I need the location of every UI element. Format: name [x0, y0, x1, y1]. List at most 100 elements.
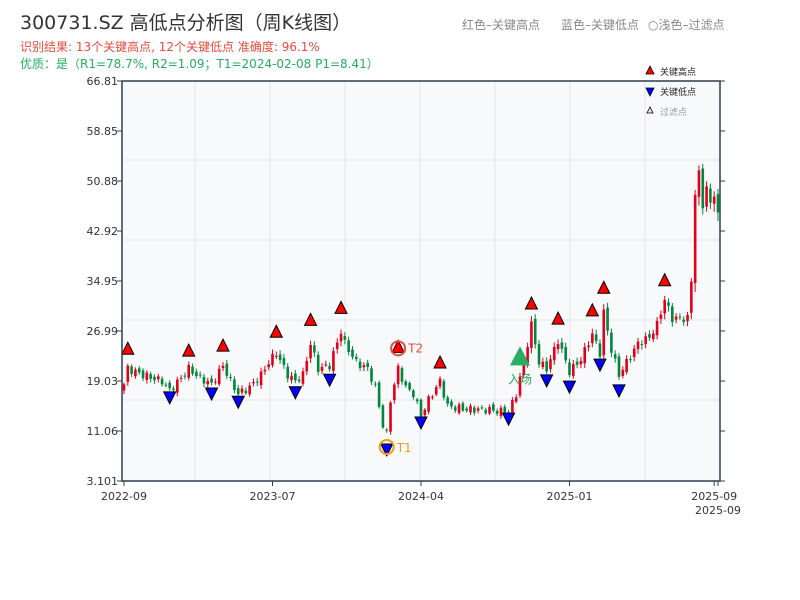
y-tick-label: 34.95: [87, 275, 119, 288]
candle-body: [419, 399, 423, 417]
candle-body: [282, 358, 286, 365]
candle-body: [427, 396, 430, 412]
candle-body: [294, 373, 297, 381]
candle-body: [648, 334, 651, 338]
legend-red-text: 红色–关键高点: [462, 18, 541, 32]
candle-body: [145, 372, 149, 380]
candle-body: [404, 381, 408, 386]
candle-body: [446, 397, 449, 404]
candle-body: [594, 334, 598, 342]
key-high-marker: [391, 339, 405, 353]
candle-body: [240, 388, 244, 393]
key-high-marker: [303, 312, 318, 326]
legend-blue-text: 蓝色–关键低点: [561, 18, 640, 32]
candle-body: [712, 196, 716, 204]
x-tick-label: 2024-04: [398, 490, 444, 503]
candle-body: [134, 369, 137, 377]
candle-body: [191, 366, 194, 374]
candle-body: [480, 407, 484, 409]
key-low-marker: [539, 374, 554, 388]
candle-body: [176, 379, 179, 393]
key-high-marker: [120, 341, 135, 355]
y-tick-label: 58.85: [87, 125, 119, 138]
candle-body: [301, 371, 305, 384]
candle-body: [255, 381, 259, 383]
x-tick-label: 2025-09: [695, 504, 741, 517]
candle-body: [335, 342, 339, 350]
candle-body: [511, 399, 514, 415]
candle-body: [393, 384, 396, 401]
candle-body: [636, 341, 640, 349]
candle-body: [332, 351, 335, 371]
candle-body: [267, 364, 270, 368]
y-tick-label: 50.88: [87, 175, 119, 188]
candle-body: [659, 314, 663, 319]
candle-body: [598, 343, 602, 357]
candle-body: [552, 346, 556, 361]
candle-body: [442, 381, 446, 398]
candle-body: [141, 370, 145, 379]
t1-circle: [378, 438, 395, 455]
candle-body: [278, 354, 282, 361]
candle-body: [587, 345, 590, 348]
candle-body: [697, 170, 701, 197]
candle-body: [389, 402, 392, 432]
key-high-marker: [433, 354, 447, 369]
candle-body: [579, 360, 583, 365]
candle-body: [358, 361, 362, 368]
candle-body: [248, 385, 251, 395]
candle-body: [522, 360, 526, 376]
legend-filtered-label: 过滤点: [660, 106, 687, 118]
y-tick-label: 26.99: [87, 325, 119, 338]
candle-body: [583, 347, 587, 364]
candle-body: [206, 380, 210, 385]
candle-body: [530, 321, 533, 348]
candle-body: [229, 376, 232, 378]
candle-body: [275, 355, 278, 357]
candle-body: [354, 356, 358, 360]
candle-body: [126, 365, 130, 382]
result-summary: 识别结果: 13个关键高点, 12个关键低点 准确度: 96.1%: [20, 40, 320, 54]
candle-body: [461, 403, 465, 411]
candle-body: [271, 353, 274, 366]
candle-body: [195, 371, 198, 376]
candle-body: [415, 399, 419, 402]
candle-body: [667, 302, 670, 306]
candle-body: [476, 408, 480, 411]
key-low-marker: [162, 391, 177, 405]
candle-body: [709, 188, 712, 203]
candle-body: [545, 361, 548, 372]
candle-body: [183, 375, 187, 377]
candle-body: [678, 316, 682, 318]
candle-body: [533, 318, 537, 345]
candle-body: [252, 382, 255, 384]
t1-label: T1: [396, 441, 412, 455]
candle-body: [438, 378, 442, 387]
candle-body: [473, 407, 476, 413]
candle-body: [259, 371, 263, 386]
candle-body: [290, 375, 293, 381]
candle-body: [606, 307, 609, 331]
candle-body: [644, 336, 647, 345]
legend-high-icon: [645, 65, 655, 75]
candle-body: [693, 194, 697, 283]
candle-body: [671, 306, 674, 323]
candle-body: [686, 315, 689, 322]
legend-high-label: 关键高点: [660, 66, 696, 78]
candle-body: [351, 349, 354, 357]
candle-body: [286, 366, 290, 379]
candle-body: [674, 316, 678, 320]
plot-frame: [121, 80, 721, 482]
y-tick-label: 19.03: [87, 375, 119, 388]
candle-body: [370, 368, 373, 382]
candle-body: [453, 407, 457, 411]
candle-body: [217, 368, 221, 385]
candle-body: [518, 376, 522, 396]
chart-title: 300731.SZ 高低点分析图（周K线图）: [20, 12, 352, 34]
candle-body: [263, 369, 267, 372]
candle-body: [537, 344, 541, 365]
candle-body: [514, 397, 518, 402]
candle-body: [613, 354, 617, 359]
key-low-marker: [612, 384, 626, 399]
